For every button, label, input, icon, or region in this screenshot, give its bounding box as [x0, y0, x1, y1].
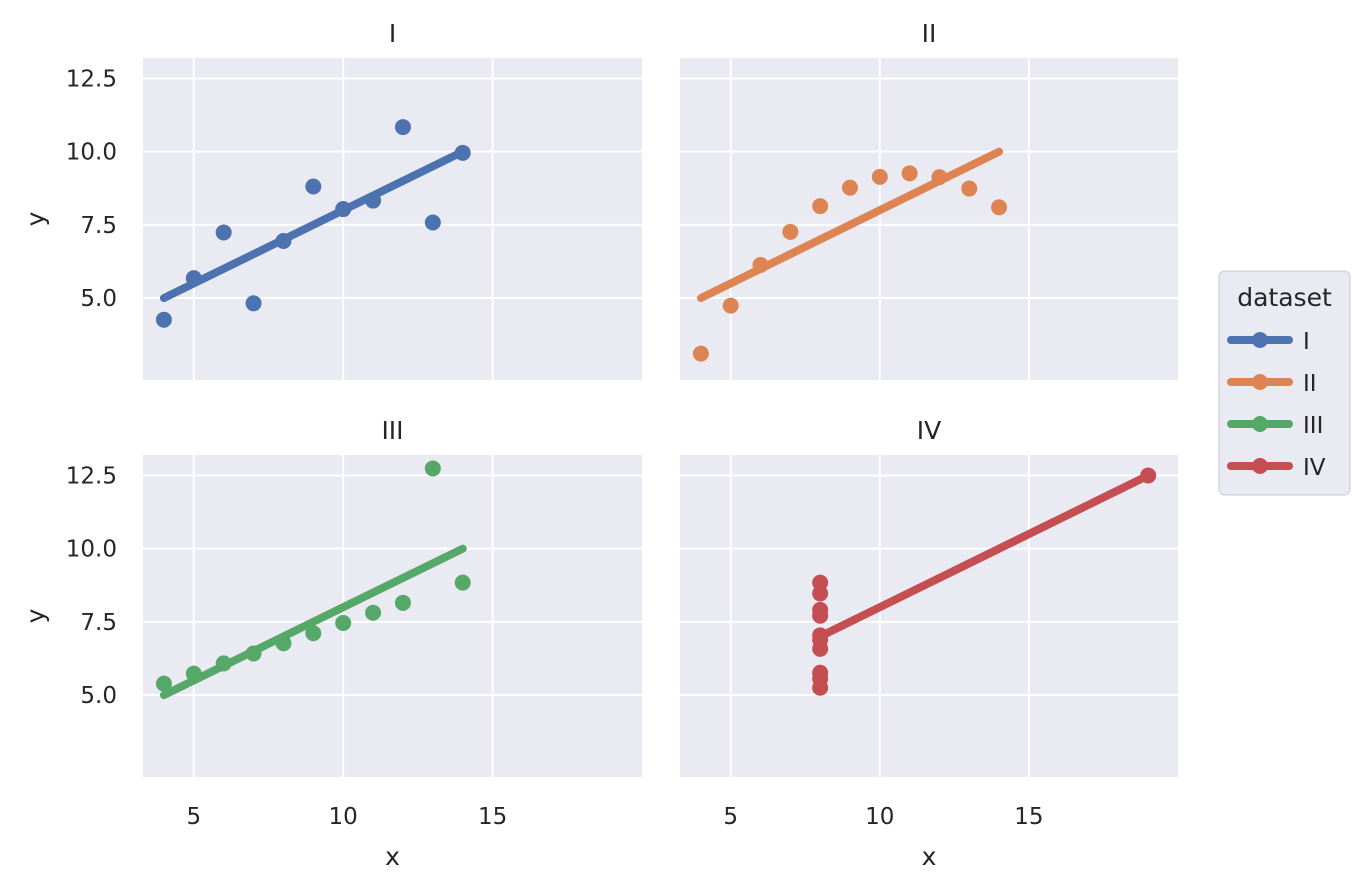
x-tick-label: 15: [1014, 804, 1043, 830]
panel-background: [143, 455, 642, 777]
fit-line: [159, 147, 467, 303]
y-tick-label: 12.5: [66, 66, 117, 92]
data-point: [812, 601, 829, 618]
data-point: [812, 198, 829, 215]
panel-background: [680, 455, 1178, 777]
fit-line: [696, 147, 1004, 303]
data-point: [812, 585, 829, 602]
facet-title: II: [922, 19, 937, 48]
data-point: [692, 345, 709, 362]
x-axis-title: x: [922, 842, 937, 871]
legend-label: I: [1303, 329, 1310, 355]
data-point: [394, 594, 411, 611]
data-point: [812, 670, 829, 687]
data-point: [841, 179, 858, 196]
data-point: [991, 199, 1008, 216]
panel-background: [680, 58, 1178, 380]
data-point: [394, 119, 411, 136]
data-point: [871, 168, 888, 185]
data-point: [782, 223, 799, 240]
y-tick-label: 10.0: [66, 140, 117, 166]
fit-line: [816, 471, 1153, 641]
y-tick-label: 5.0: [80, 286, 117, 312]
y-axis-title: y: [21, 211, 50, 226]
data-point: [722, 297, 739, 314]
facet-panel-IV: IV 5 10 15 x: [680, 416, 1178, 871]
legend-label: IV: [1303, 455, 1326, 481]
data-point: [424, 214, 441, 231]
data-point: [454, 574, 471, 591]
data-point: [155, 311, 172, 328]
data-point: [335, 615, 352, 632]
data-point: [305, 178, 322, 195]
legend-marker-IV: [1252, 458, 1268, 474]
fit-line: [159, 544, 467, 700]
facet-panel-II: II: [680, 19, 1178, 380]
data-point: [215, 224, 232, 241]
panel-background: [143, 58, 642, 380]
facet-title: I: [389, 19, 396, 48]
facet-title: IV: [917, 416, 941, 445]
data-point: [424, 460, 441, 477]
x-tick-label: 10: [865, 804, 894, 830]
legend-label: II: [1303, 371, 1317, 397]
data-point: [245, 295, 262, 312]
legend-title: dataset: [1237, 283, 1332, 312]
data-point: [365, 604, 382, 621]
legend-marker-I: [1252, 332, 1268, 348]
y-tick-label: 5.0: [80, 683, 117, 709]
y-axis-title: y: [21, 608, 50, 623]
x-tick-label: 10: [329, 804, 358, 830]
x-tick-label: 5: [723, 804, 738, 830]
y-tick-label: 7.5: [80, 213, 117, 239]
x-axis-title: x: [385, 842, 400, 871]
data-point: [305, 625, 322, 642]
facet-panel-III: III 5.0 7.5 10.0 12.5 y 5 10 15 x: [21, 416, 642, 871]
x-tick-label: 5: [186, 804, 201, 830]
legend-marker-II: [1252, 374, 1268, 390]
y-tick-label: 12.5: [66, 463, 117, 489]
legend-marker-III: [1252, 416, 1268, 432]
data-point: [961, 180, 978, 197]
facet-title: III: [381, 416, 403, 445]
data-point: [155, 675, 172, 692]
facet-panel-I: I 5.0 7.5 10.0 12.5 y: [21, 19, 642, 380]
x-tick-label: 15: [478, 804, 507, 830]
y-tick-label: 10.0: [66, 537, 117, 563]
legend-label: III: [1303, 413, 1323, 439]
y-tick-label: 7.5: [80, 610, 117, 636]
data-point: [901, 165, 918, 182]
